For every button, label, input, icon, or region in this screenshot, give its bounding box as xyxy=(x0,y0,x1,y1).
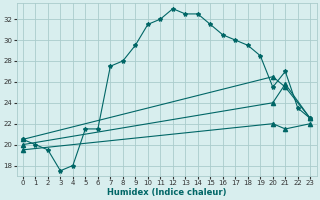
X-axis label: Humidex (Indice chaleur): Humidex (Indice chaleur) xyxy=(107,188,226,197)
